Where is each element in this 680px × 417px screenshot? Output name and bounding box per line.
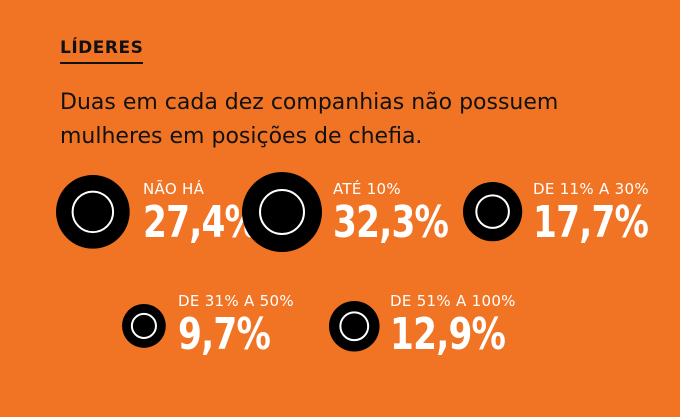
bubble-ring-de-11-a-30	[475, 194, 511, 230]
bubble-ring-de-31-a-50	[130, 312, 158, 340]
value-label-ate-10: 32,3%	[333, 197, 449, 248]
section-label: LÍDERES	[60, 38, 144, 64]
value-label-de-31-a-50: 9,7%	[178, 309, 271, 360]
value-label-nao-ha: 27,4%	[143, 197, 259, 248]
bubble-disc-de-51-a-100	[328, 300, 380, 352]
bubble-disc-ate-10	[242, 172, 322, 252]
bubble-de-31-a-50	[122, 304, 166, 348]
value-label-de-51-a-100: 12,9%	[390, 309, 506, 360]
bubble-disc-de-11-a-30	[463, 182, 523, 242]
category-label-de-11-a-30: DE 11% A 30%	[533, 180, 649, 198]
category-label-de-31-a-50: DE 31% A 50%	[178, 292, 294, 310]
bubble-nao-ha	[56, 175, 130, 249]
bubble-ring-nao-ha	[71, 190, 115, 234]
bubble-ring-de-51-a-100	[339, 311, 369, 341]
bubble-de-51-a-100	[328, 300, 380, 352]
category-label-ate-10: ATÉ 10%	[333, 180, 401, 198]
bubble-ring-ate-10	[259, 189, 305, 235]
category-label-nao-ha: NÃO HÁ	[143, 180, 205, 198]
bubble-ate-10	[242, 172, 322, 252]
category-label-de-51-a-100: DE 51% A 100%	[390, 292, 516, 310]
headline: Duas em cada dez companhias não possuem …	[60, 90, 559, 149]
value-label-de-11-a-30: 17,7%	[533, 197, 649, 248]
bubble-disc-de-31-a-50	[122, 304, 166, 348]
bubble-disc-nao-ha	[56, 175, 130, 249]
bubble-de-11-a-30	[463, 182, 523, 242]
